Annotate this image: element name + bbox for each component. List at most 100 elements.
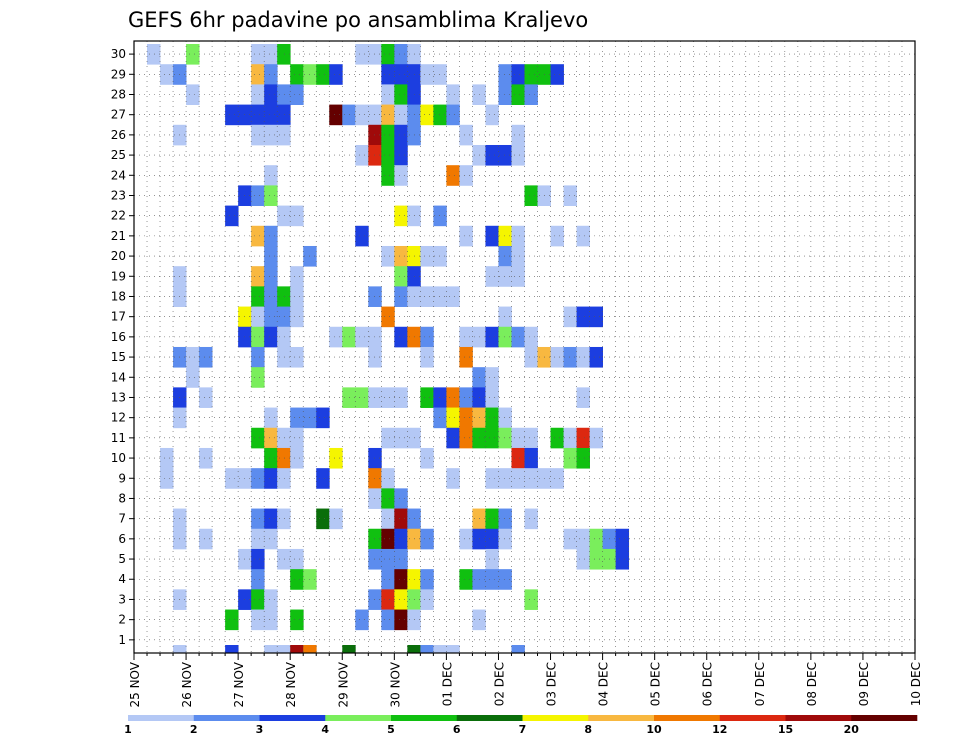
heatmap-cell bbox=[446, 104, 460, 126]
heatmap-cell bbox=[329, 508, 343, 530]
heatmap-cell bbox=[394, 64, 408, 85]
heatmap-cell bbox=[355, 326, 369, 348]
heatmap-cell bbox=[420, 64, 434, 85]
heatmap-cell bbox=[550, 225, 564, 247]
heatmap-cell bbox=[225, 468, 239, 489]
heatmap-cell bbox=[394, 326, 408, 348]
heatmap-cell bbox=[342, 326, 356, 348]
heatmap-cell bbox=[498, 64, 512, 85]
heatmap-cell bbox=[420, 104, 434, 126]
heatmap-cell bbox=[576, 528, 590, 550]
heatmap-cell bbox=[498, 225, 512, 247]
y-tick-label: 7 bbox=[118, 512, 126, 526]
heatmap-cell bbox=[446, 645, 460, 654]
colorbar-label: 20 bbox=[844, 723, 860, 736]
heatmap-cell bbox=[433, 104, 447, 126]
heatmap-cell bbox=[381, 528, 395, 550]
heatmap-cell bbox=[264, 407, 278, 429]
heatmap-cell bbox=[563, 427, 577, 449]
colorbar-swatch bbox=[259, 715, 326, 721]
heatmap-cell bbox=[368, 346, 382, 368]
heatmap-cell bbox=[511, 468, 525, 489]
heatmap-cell bbox=[199, 387, 213, 408]
heatmap-cell bbox=[394, 44, 408, 65]
heatmap-cell bbox=[290, 64, 304, 85]
heatmap-cell bbox=[251, 286, 265, 307]
heatmap-cell bbox=[485, 468, 499, 489]
heatmap-cell bbox=[524, 64, 538, 85]
heatmap-cell bbox=[498, 427, 512, 449]
heatmap-cell bbox=[446, 286, 460, 307]
heatmap-cell bbox=[420, 447, 434, 469]
heatmap-cell bbox=[290, 266, 304, 287]
heatmap-cell bbox=[381, 589, 395, 610]
heatmap-cell bbox=[264, 528, 278, 550]
heatmap-cell bbox=[485, 387, 499, 408]
heatmap-cell bbox=[511, 326, 525, 348]
y-tick-label: 15 bbox=[111, 350, 126, 364]
heatmap-cell bbox=[394, 589, 408, 610]
heatmap-cell bbox=[251, 326, 265, 348]
heatmap-cell bbox=[589, 528, 603, 550]
heatmap-cell bbox=[368, 44, 382, 65]
heatmap-cell bbox=[342, 387, 356, 408]
heatmap-cell bbox=[459, 528, 473, 550]
heatmap-cell bbox=[173, 645, 187, 654]
y-tick-label: 6 bbox=[118, 532, 126, 546]
x-tick-label: 08 DEC bbox=[805, 662, 819, 706]
heatmap-cell bbox=[394, 387, 408, 408]
heatmap-cell bbox=[446, 407, 460, 429]
heatmap-cell bbox=[381, 44, 395, 65]
x-tick-label: 29 NOV bbox=[336, 661, 350, 707]
heatmap-cell bbox=[550, 64, 564, 85]
heatmap-cell bbox=[355, 44, 369, 65]
colorbar-label: 15 bbox=[778, 723, 793, 736]
heatmap-cell bbox=[264, 326, 278, 348]
heatmap-cell bbox=[355, 225, 369, 247]
heatmap-cell bbox=[199, 447, 213, 469]
heatmap-cell bbox=[290, 84, 304, 105]
heatmap-cell bbox=[160, 468, 174, 489]
x-tick-label: 07 DEC bbox=[753, 662, 767, 706]
heatmap-cell bbox=[368, 286, 382, 307]
colorbar-label: 10 bbox=[646, 723, 662, 736]
heatmap-cell bbox=[524, 346, 538, 368]
heatmap-cell bbox=[498, 84, 512, 105]
heatmap-cell bbox=[277, 468, 291, 489]
y-tick-label: 9 bbox=[118, 471, 126, 485]
heatmap-cell bbox=[394, 569, 408, 590]
heatmap-cell bbox=[563, 447, 577, 469]
heatmap-cell bbox=[368, 528, 382, 550]
heatmap-cell bbox=[186, 346, 200, 368]
heatmap-cell bbox=[563, 185, 577, 206]
heatmap-cell bbox=[251, 508, 265, 530]
heatmap-cell bbox=[459, 165, 473, 186]
y-tick-label: 13 bbox=[111, 390, 126, 404]
heatmap-cell bbox=[251, 124, 265, 146]
y-tick-label: 28 bbox=[111, 87, 126, 101]
heatmap-cell bbox=[290, 569, 304, 590]
heatmap-cell bbox=[459, 124, 473, 146]
y-tick-label: 19 bbox=[111, 269, 126, 283]
heatmap-cell bbox=[251, 528, 265, 550]
x-tick-label: 26 NOV bbox=[180, 661, 194, 707]
heatmap-cell bbox=[251, 609, 265, 631]
heatmap-cell bbox=[264, 84, 278, 105]
heatmap-cell bbox=[511, 225, 525, 247]
heatmap-cell bbox=[264, 468, 278, 489]
heatmap-cell bbox=[446, 427, 460, 449]
colorbar-swatch bbox=[128, 715, 195, 721]
heatmap-cell bbox=[550, 346, 564, 368]
heatmap-cell bbox=[355, 387, 369, 408]
heatmap-cell bbox=[186, 367, 200, 388]
heatmap-cell bbox=[368, 548, 382, 570]
heatmap-cell bbox=[199, 346, 213, 368]
heatmap-cell bbox=[264, 266, 278, 287]
heatmap-cell bbox=[368, 589, 382, 610]
x-tick-label: 02 DEC bbox=[492, 662, 506, 706]
heatmap-cell bbox=[433, 407, 447, 429]
heatmap-cell bbox=[459, 326, 473, 348]
heatmap-cell bbox=[524, 326, 538, 348]
colorbar-swatch bbox=[654, 715, 721, 721]
